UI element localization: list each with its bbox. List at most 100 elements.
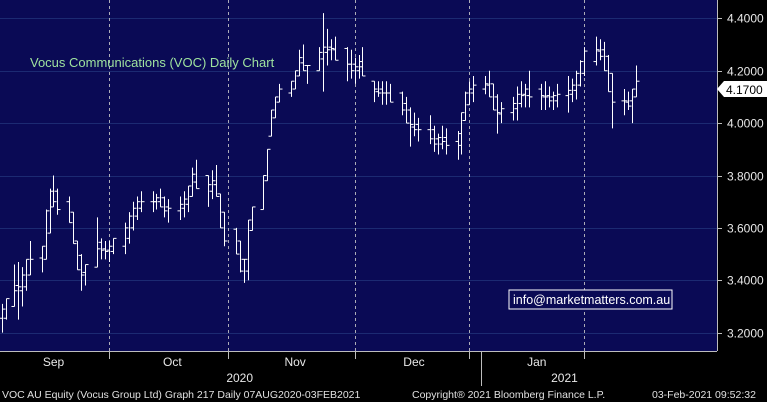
price-bar: [573, 70, 580, 100]
price-bar: [324, 28, 331, 66]
price-bar: [328, 39, 335, 61]
price-bar: [249, 206, 256, 232]
price-bar: [633, 65, 640, 98]
price-bar: [181, 191, 188, 218]
price-bar: [316, 47, 323, 72]
x-axis: Sep Oct Nov Dec Jan 2020 2021: [0, 351, 717, 386]
price-bar: [106, 240, 113, 262]
y-tick-label: 4.2000: [727, 65, 764, 79]
price-bar: [462, 91, 469, 121]
price-bar: [514, 86, 521, 121]
price-bar: [332, 36, 339, 61]
price-bar: [288, 80, 295, 97]
price-bar: [268, 109, 275, 137]
price-bar: [157, 188, 164, 208]
price-bar: [470, 75, 477, 103]
price-bar: [300, 44, 307, 72]
price-bar: [625, 91, 632, 111]
x-tick-label: Jan: [527, 355, 546, 369]
price-bar: [205, 175, 212, 207]
y-tick-label: 4.0000: [727, 117, 764, 131]
price-bar: [601, 41, 608, 72]
price-bar: [98, 238, 105, 260]
price-bar: [443, 128, 450, 155]
price-bar: [3, 298, 10, 320]
price-bar: [490, 83, 497, 111]
price-bar: [19, 267, 26, 307]
y-tick-label: 3.2000: [727, 327, 764, 341]
y-axis: 4.4000 4.2000 4.0000 3.8000 3.6000 3.4000 3.20…: [717, 0, 764, 351]
price-bar: [435, 133, 442, 155]
y-tick-label: 3.6000: [727, 222, 764, 236]
price-bar: [522, 83, 529, 108]
price-bar: [189, 167, 196, 197]
price-bar: [348, 49, 355, 79]
price-bar: [486, 70, 493, 98]
price-bar: [518, 81, 525, 108]
price-bar: [94, 217, 101, 268]
price-bar: [54, 188, 61, 215]
price-bar: [569, 78, 576, 103]
price-bar: [526, 70, 533, 108]
price-bar: [538, 83, 545, 111]
price-bar: [629, 88, 636, 124]
footer-right: 03-Feb-2021 09:52:32: [652, 389, 756, 401]
price-bar: [498, 102, 505, 124]
gridlines: [0, 18, 717, 334]
price-bar: [292, 70, 299, 90]
price-bar: [122, 222, 129, 255]
x-tick-label: Sep: [43, 355, 65, 369]
price-bar: [415, 117, 422, 142]
price-bar: [542, 81, 549, 111]
price-bar: [82, 264, 89, 286]
price-bar: [577, 60, 584, 87]
price-bar: [138, 191, 145, 213]
price-bar: [609, 72, 616, 129]
price-bar: [165, 199, 172, 223]
price-bar: [0, 303, 6, 333]
price-bar: [375, 81, 382, 97]
price-bar: [597, 39, 604, 61]
price-bar: [352, 57, 359, 84]
last-price-label: 4.1700: [726, 83, 763, 97]
price-bar: [126, 212, 133, 244]
price-bar: [70, 211, 77, 245]
price-bar: [23, 258, 30, 291]
price-bar: [50, 175, 57, 208]
price-bar: [593, 36, 600, 66]
month-separators: [109, 0, 585, 351]
price-bar: [177, 196, 184, 221]
price-bar: [15, 261, 22, 320]
year-label: 2020: [226, 371, 253, 385]
price-bar: [565, 75, 572, 113]
price-bar: [11, 264, 18, 307]
price-bar: [43, 209, 50, 260]
last-price-marker: 4.1700: [717, 81, 767, 97]
price-bar: [221, 211, 228, 247]
price-bar: [320, 13, 327, 92]
y-tick-label: 3.4000: [727, 274, 764, 288]
price-bar: [621, 89, 628, 116]
price-bar: [241, 258, 248, 283]
y-tick-label: 3.8000: [727, 170, 764, 184]
price-bar: [427, 115, 434, 145]
watermark-box: info@marketmatters.com.au: [508, 289, 673, 310]
price-bar: [458, 112, 465, 155]
price-bar: [510, 96, 517, 121]
price-bar: [494, 94, 501, 134]
price-bar: [581, 47, 588, 76]
price-bar: [371, 80, 378, 103]
price-bar: [272, 96, 279, 119]
price-bar: [161, 196, 168, 218]
price-bar: [359, 47, 366, 77]
price-bar: [466, 81, 473, 106]
price-bar: [605, 55, 612, 93]
price-bar: [39, 245, 46, 273]
price-bar: [245, 219, 252, 281]
price-bar: [260, 175, 267, 211]
footer-center: Copyright® 2021 Bloomberg Finance L.P.: [412, 389, 605, 401]
price-bar: [237, 240, 244, 273]
price-bar: [439, 125, 446, 150]
price-bar: [134, 196, 141, 221]
